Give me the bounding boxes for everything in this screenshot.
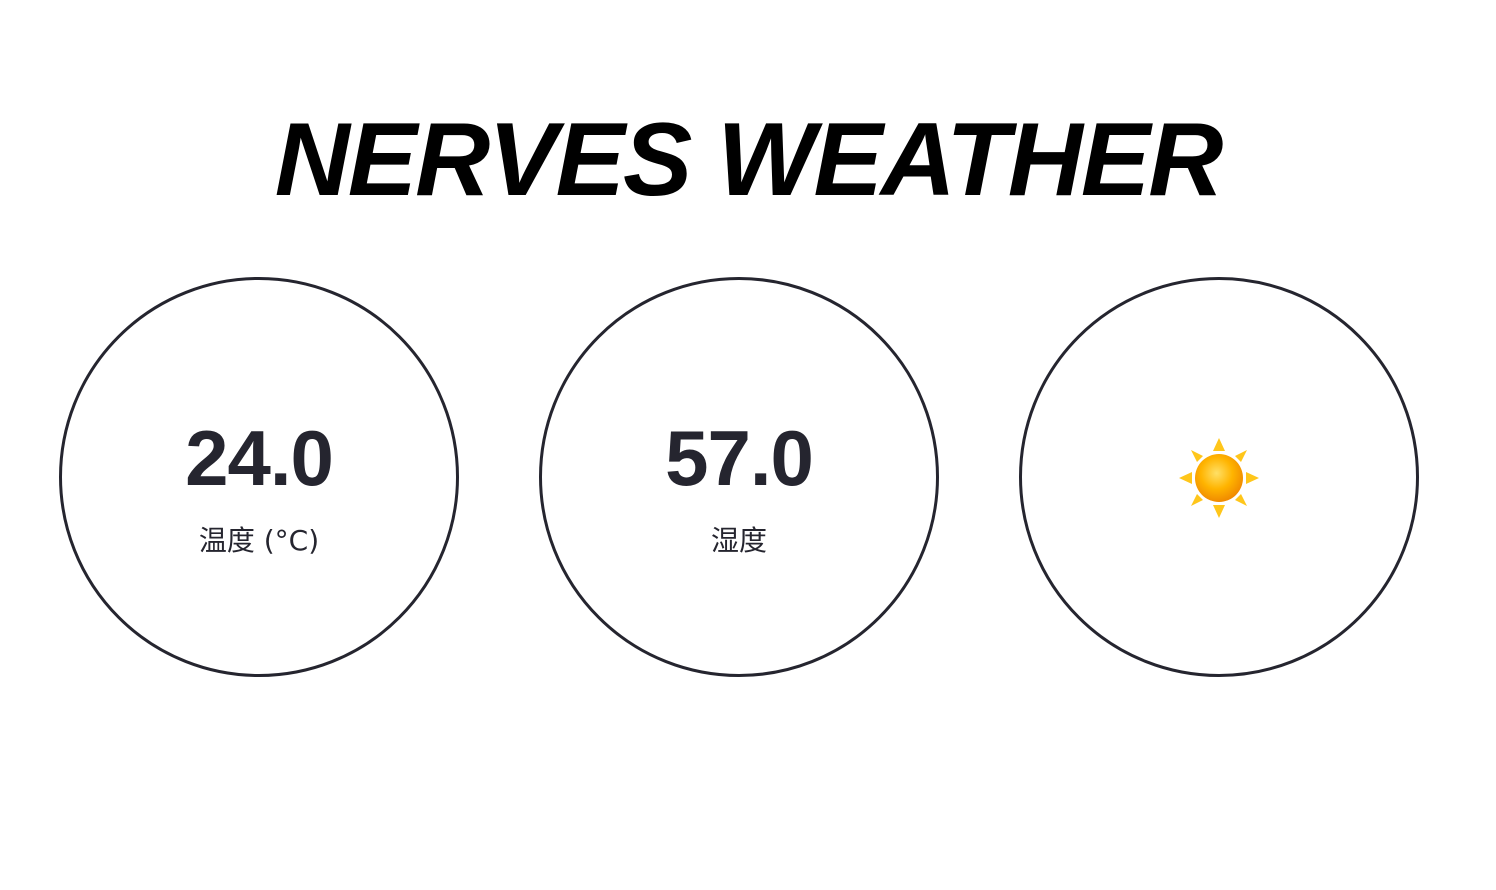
humidity-card: 57.0 湿度 — [539, 277, 939, 677]
humidity-label: 湿度 — [710, 524, 767, 557]
page-title: NERVES WEATHER — [274, 102, 1224, 218]
temperature-value: 24.0 — [185, 414, 334, 502]
weather-card — [1019, 277, 1419, 677]
temperature-label: 温度 (°C) — [198, 524, 320, 557]
sun-icon — [1179, 438, 1259, 518]
temperature-card: 24.0 温度 (°C) — [59, 277, 459, 677]
humidity-value: 57.0 — [665, 414, 814, 502]
